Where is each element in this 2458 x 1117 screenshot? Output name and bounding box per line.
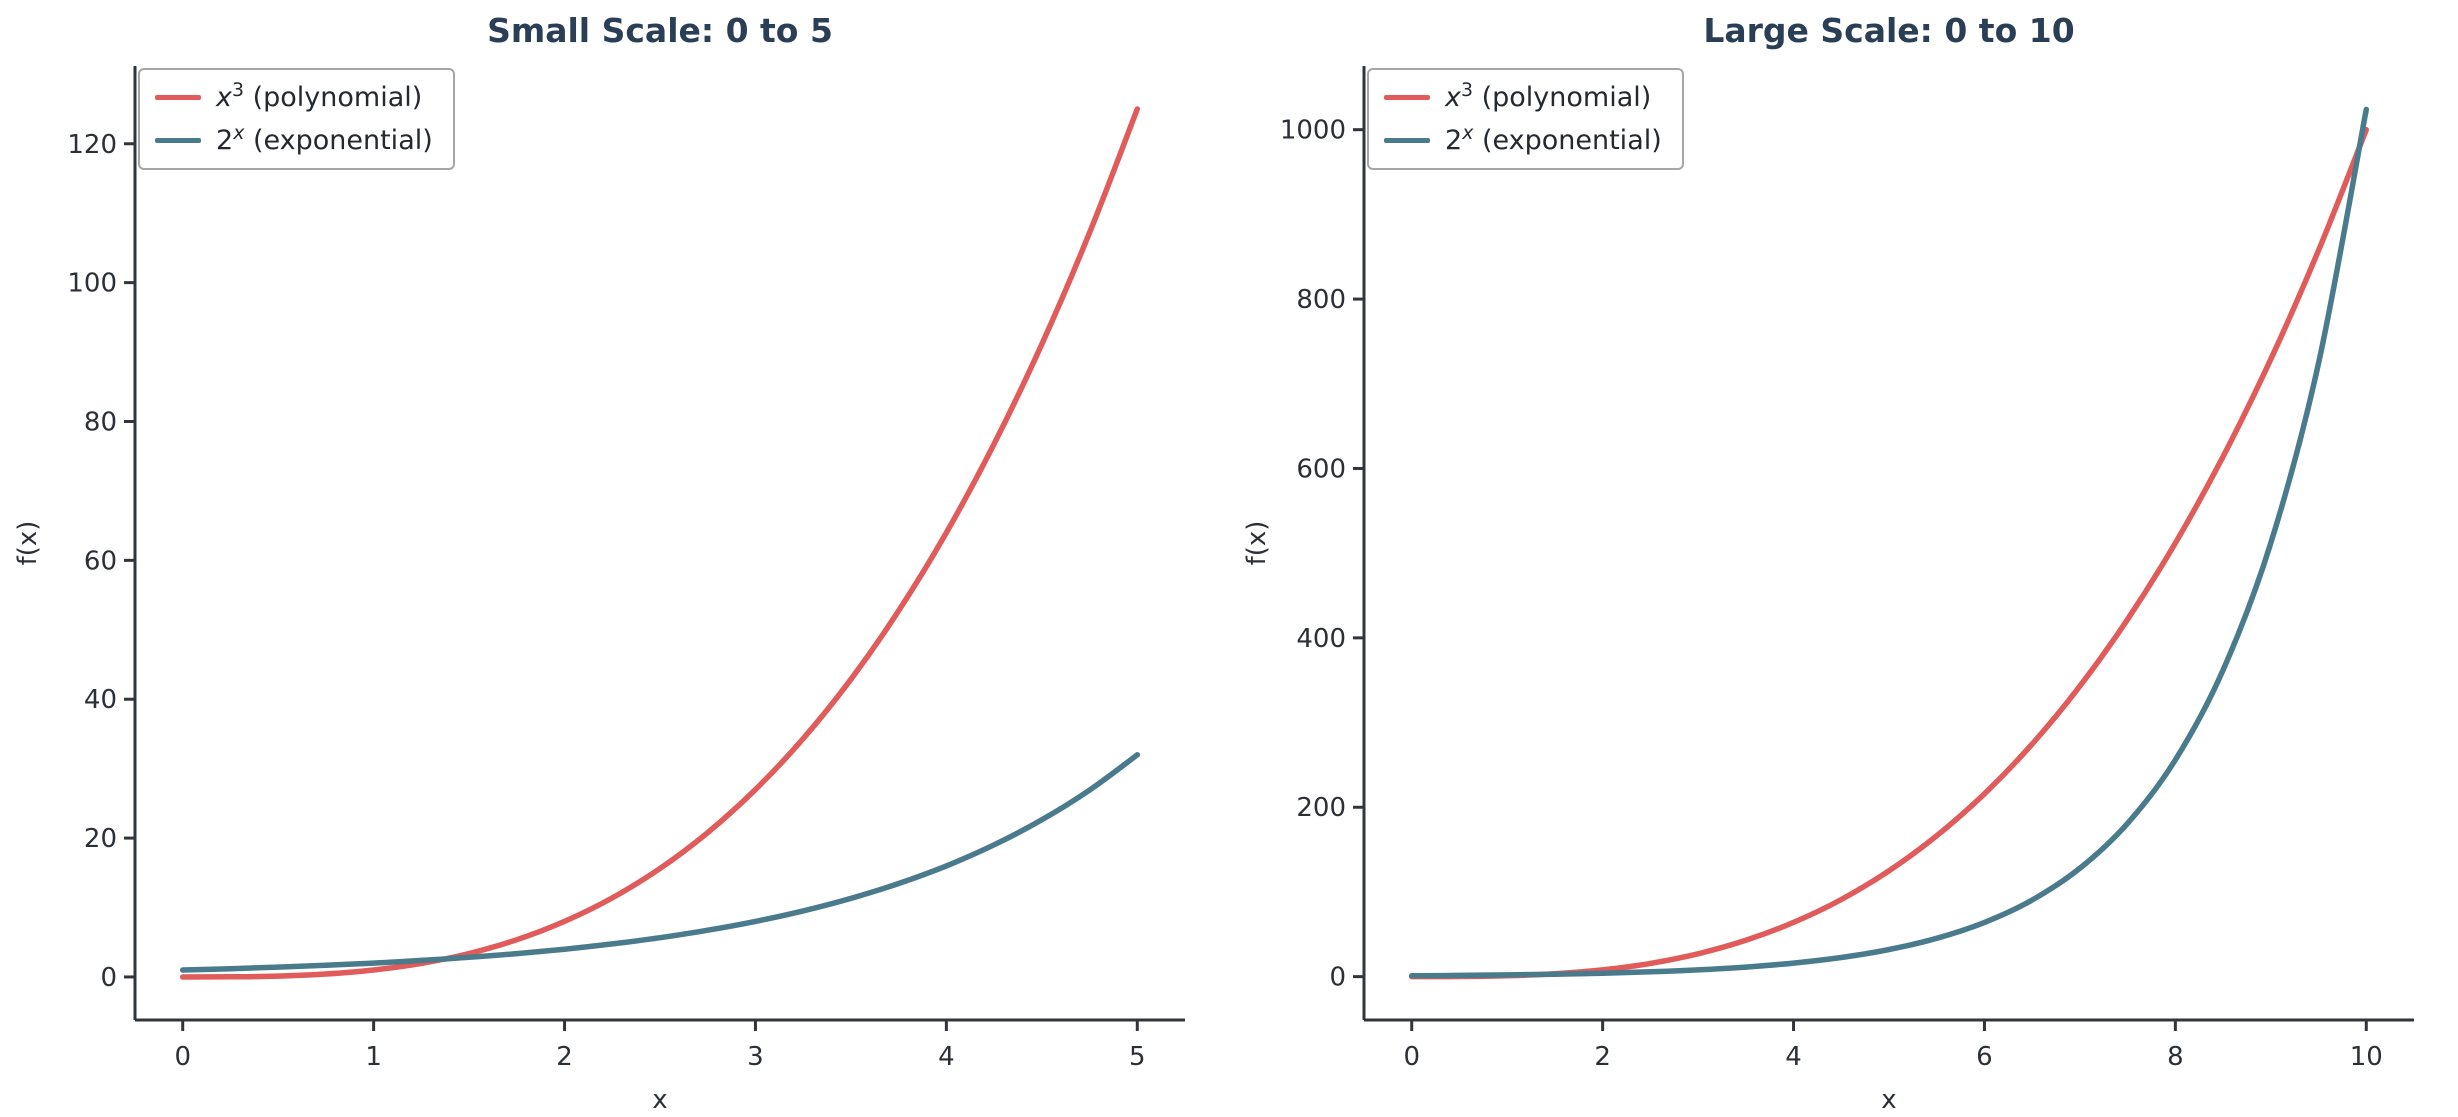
series-line-0	[179, 106, 1141, 980]
x-axis-label: x	[1881, 1085, 1896, 1115]
legend-label-text: (polynomial)	[1473, 82, 1652, 113]
legend-swatch	[155, 95, 201, 101]
x-tick-label: 2	[1594, 1042, 1611, 1072]
x-tick-label: 10	[2350, 1042, 2383, 1072]
legend-label-text: (polynomial)	[244, 82, 423, 113]
legend-label-text: 2	[1445, 125, 1463, 157]
chart-small-scale: 0 1 2 3 4 5 0 20 40 60 80 100 120 Small Scale: 0 to 5…	[13, 11, 1185, 1115]
legend-swatch	[155, 138, 201, 144]
legend-label: x3 (polynomial)	[216, 78, 423, 113]
y-tick-label: 800	[1296, 285, 1346, 315]
legend-label: 2x (exponential)	[1445, 121, 1662, 157]
plot-canvas: 0 1 2 3 4 5 0 20 40 60 80 100 120 Small Scale: 0 to 5…	[13, 11, 1185, 1115]
legend-label-text: (exponential)	[244, 125, 433, 157]
y-tick-label: 60	[84, 546, 117, 576]
y-tick-label: 1000	[1280, 116, 1346, 146]
plot-canvas: 0 2 4 6 8 10 0 200 400 600 800 1000 Large Scale: 0 t…	[1242, 11, 2414, 1115]
x-tick-label: 8	[2167, 1042, 2184, 1072]
legend-label-text: 2	[216, 125, 234, 157]
y-tick-label: 0	[1329, 963, 1346, 993]
legend-label-text: (exponential)	[1473, 125, 1662, 157]
x-tick-label: 3	[747, 1042, 764, 1072]
legend-swatch	[1384, 138, 1430, 144]
series-line-1	[1408, 106, 2370, 979]
legend-label-text: x	[1445, 82, 1461, 113]
legend-label: 2x (exponential)	[216, 121, 433, 157]
legend-entry: x3 (polynomial)	[155, 78, 433, 113]
y-axis-label: f(x)	[1242, 521, 1272, 566]
x-tick-label: 4	[1785, 1042, 1802, 1072]
legend: x3 (polynomial) 2x (exponential)	[138, 68, 455, 171]
x-tick-label: 0	[1403, 1042, 1420, 1072]
y-tick-label: 400	[1296, 624, 1346, 654]
legend-label: x3 (polynomial)	[1445, 78, 1652, 113]
y-axis-label: f(x)	[13, 521, 43, 566]
y-tick-label: 200	[1296, 793, 1346, 823]
y-tick-label: 20	[84, 824, 117, 854]
plot-title: Small Scale: 0 to 5	[487, 11, 833, 50]
y-tick-label: 40	[84, 685, 117, 715]
x-tick-label: 0	[174, 1042, 191, 1072]
x-tick-label: 6	[1976, 1042, 1993, 1072]
chart-large-scale: 0 2 4 6 8 10 0 200 400 600 800 1000 Large Scale: 0 t…	[1229, 0, 2458, 1117]
legend-swatch	[1384, 95, 1430, 101]
x-tick-label: 5	[1129, 1042, 1146, 1072]
legend-label-superscript: 3	[231, 78, 245, 101]
x-tick-label: 2	[556, 1042, 573, 1072]
legend-entry: x3 (polynomial)	[1384, 78, 1662, 113]
legend-entry: 2x (exponential)	[155, 121, 433, 157]
x-axis-label: x	[652, 1085, 667, 1115]
x-tick-label: 1	[365, 1042, 382, 1072]
legend: x3 (polynomial) 2x (exponential)	[1367, 68, 1684, 171]
series-line-0	[1408, 126, 2370, 980]
x-tick-label: 4	[938, 1042, 955, 1072]
y-tick-label: 0	[100, 963, 117, 993]
y-tick-label: 600	[1296, 454, 1346, 484]
legend-label-superscript: x	[233, 121, 245, 144]
plot-title: Large Scale: 0 to 10	[1703, 11, 2074, 50]
series-line-1	[179, 752, 1141, 973]
legend-label-text: x	[216, 82, 232, 113]
legend-label-superscript: x	[1462, 121, 1474, 144]
y-tick-label: 80	[84, 407, 117, 437]
y-tick-label: 100	[67, 269, 117, 299]
legend-label-superscript: 3	[1460, 78, 1474, 101]
legend-entry: 2x (exponential)	[1384, 121, 1662, 157]
y-tick-label: 120	[67, 130, 117, 160]
